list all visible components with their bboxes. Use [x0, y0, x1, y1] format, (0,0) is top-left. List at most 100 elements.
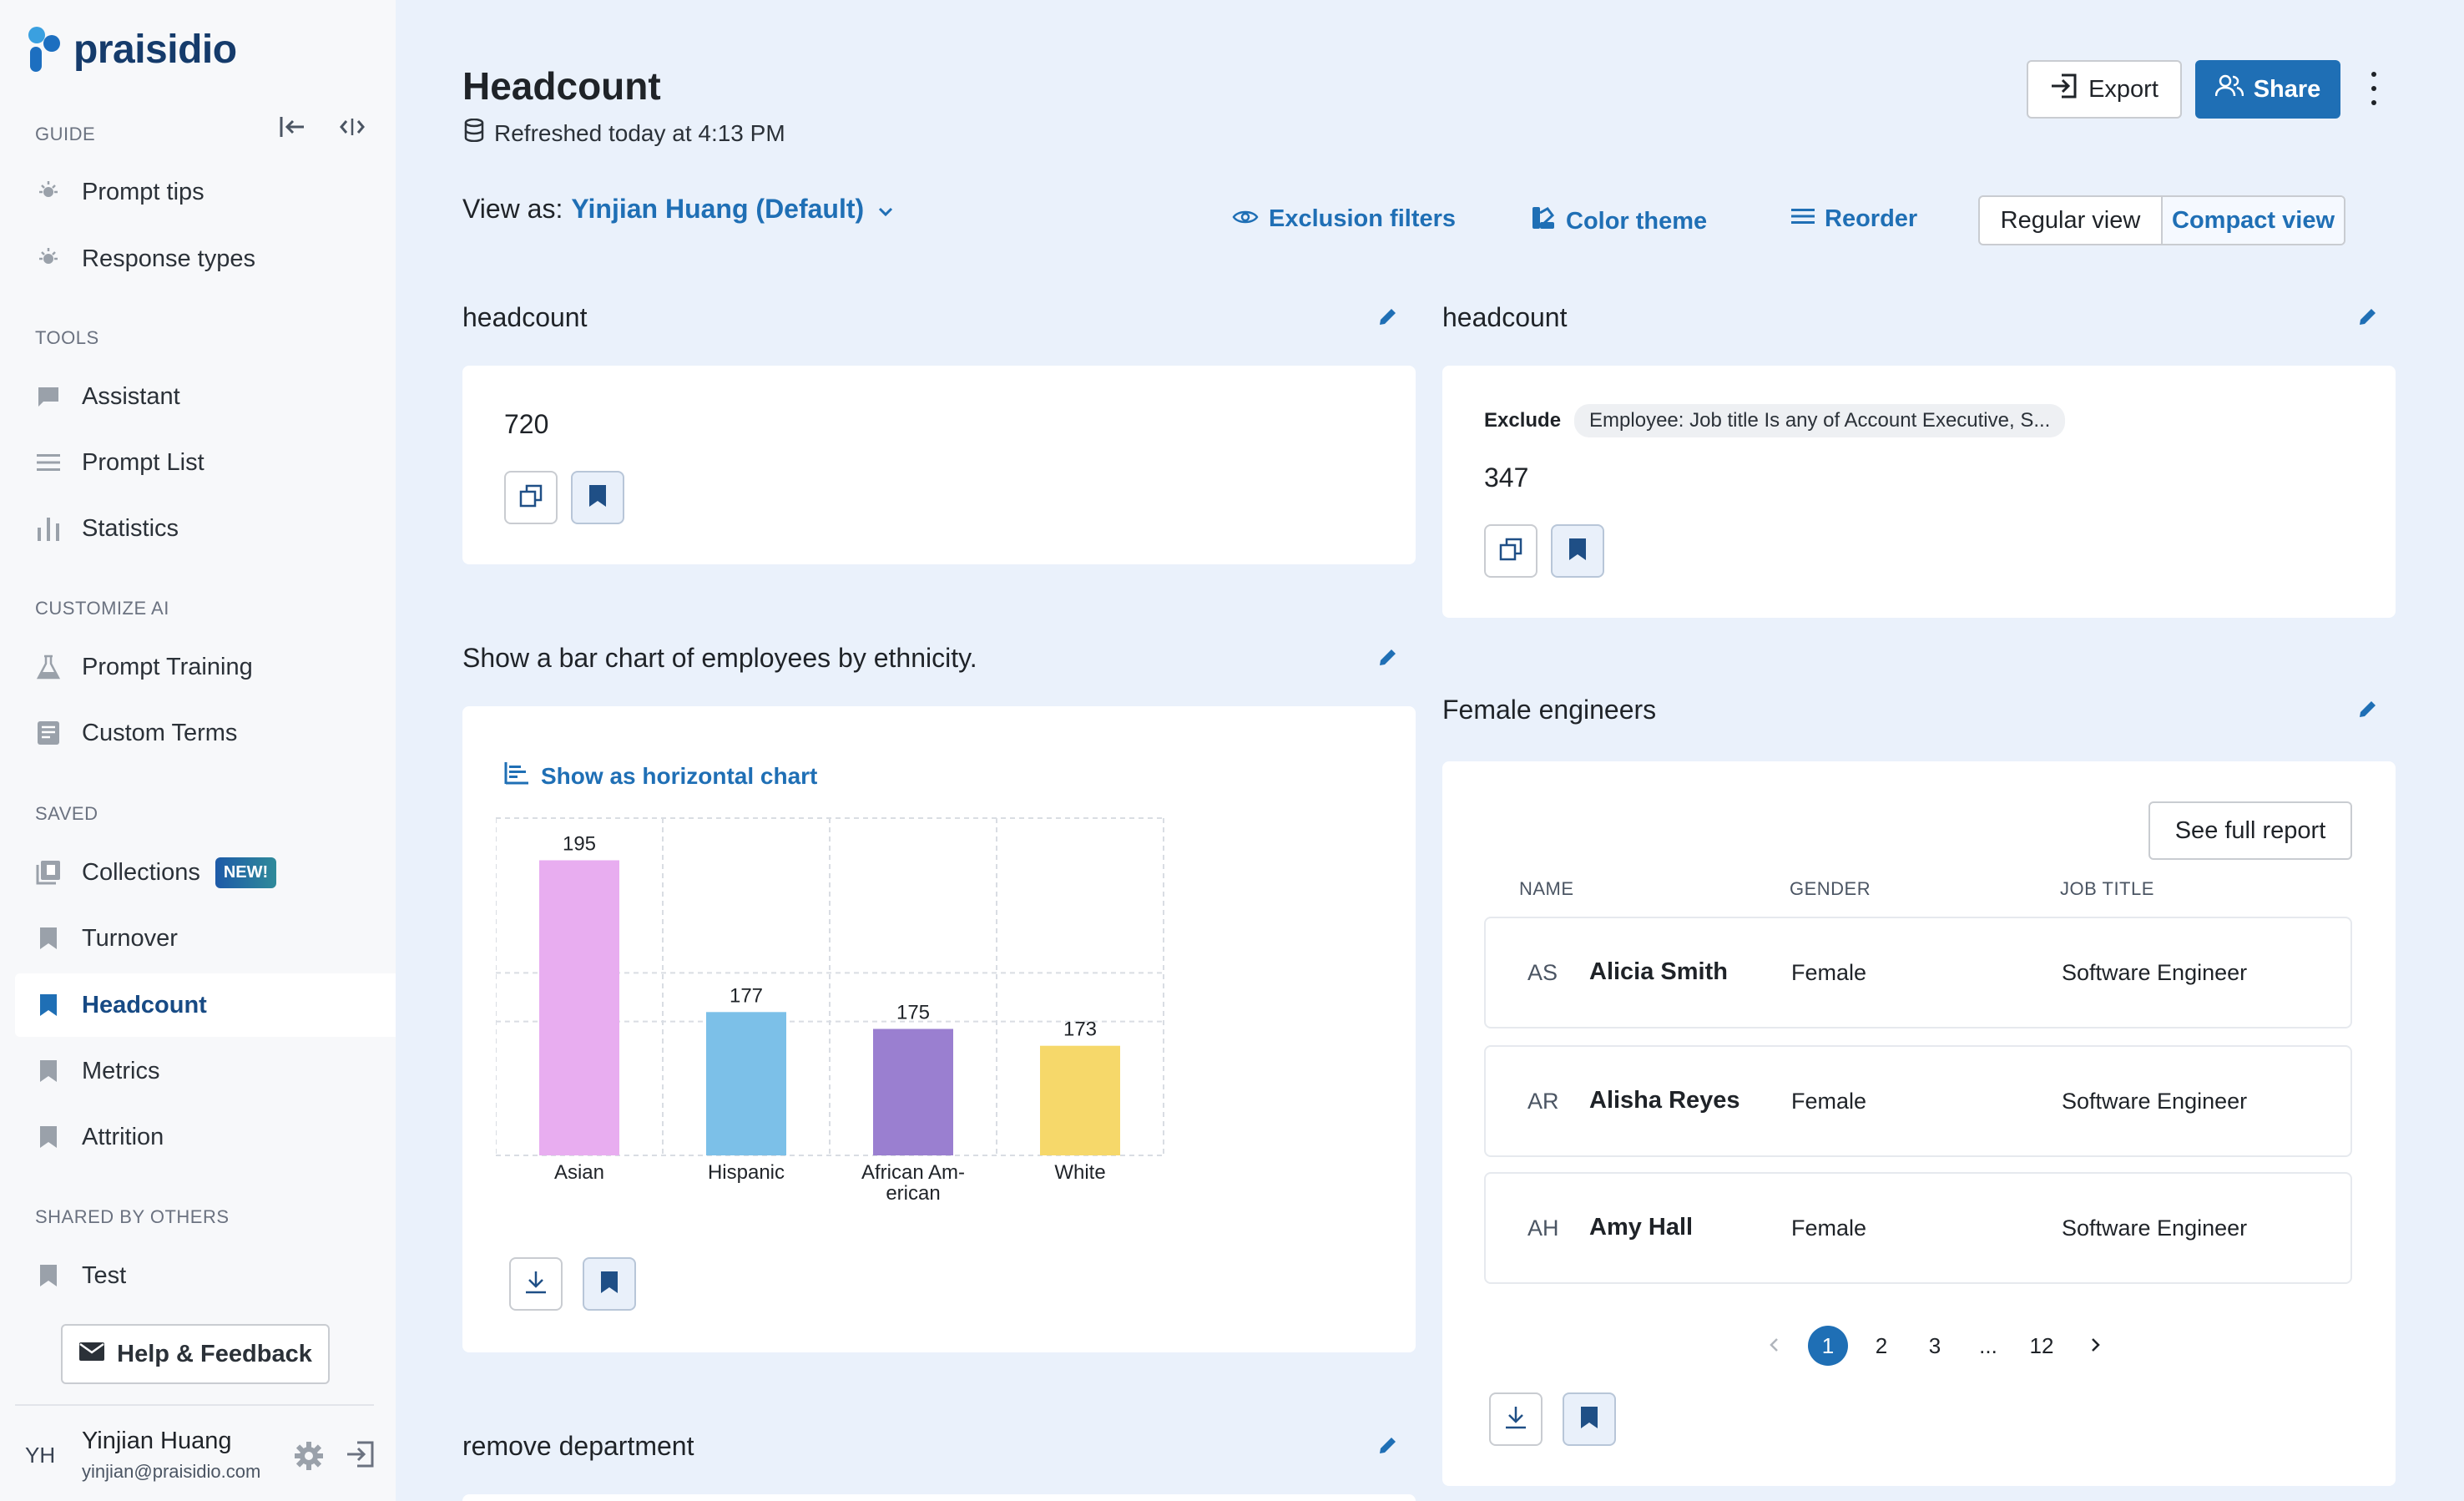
users-icon	[2214, 74, 2244, 104]
table-row[interactable]: AS Alicia Smith Female Software Engineer	[1484, 917, 2352, 1028]
reorder-button[interactable]: Reorder	[1791, 205, 1917, 233]
sidebar-item-assistant[interactable]: Assistant	[15, 365, 396, 428]
user-name: Yinjian Huang	[82, 1428, 232, 1454]
sidebar-item-metrics[interactable]: Metrics	[15, 1039, 396, 1103]
export-button[interactable]: Export	[2027, 60, 2182, 119]
section-label-customize-ai: CUSTOMIZE AI	[35, 598, 169, 619]
chat-icon	[35, 383, 62, 410]
sidebar-item-label: Collections	[82, 858, 200, 886]
employee-job-title: Software Engineer	[2062, 1215, 2248, 1241]
page-button-12[interactable]: 12	[2029, 1332, 2054, 1358]
refreshed-status: Refreshed today at 4:13 PM	[464, 118, 785, 148]
sidebar-item-prompt-tips[interactable]: Prompt tips	[15, 160, 396, 224]
card-title-remove-department: remove department	[462, 1431, 694, 1461]
sidebar-item-turnover[interactable]: Turnover	[15, 907, 396, 970]
copy-button[interactable]	[504, 471, 558, 524]
table-row[interactable]: AR Alisha Reyes Female Software Engineer	[1484, 1045, 2352, 1157]
compact-view-button[interactable]: Compact view	[2163, 197, 2344, 244]
sidebar-item-collections[interactable]: Collections NEW!	[15, 841, 396, 904]
brand-logo[interactable]: praisidio	[27, 25, 237, 73]
employee-gender: Female	[1791, 960, 1867, 985]
next-page-button[interactable]	[2068, 1326, 2122, 1366]
card-title-ethnicity: Show a bar chart of employees by ethnici…	[462, 643, 977, 673]
see-full-report-button[interactable]: See full report	[2148, 801, 2352, 860]
page-button-3[interactable]: 3	[1928, 1332, 1941, 1358]
section-label-shared: SHARED BY OTHERS	[35, 1206, 230, 1227]
headcount-card: 720	[462, 366, 1416, 564]
pencil-icon[interactable]	[1377, 306, 1399, 331]
pencil-icon[interactable]	[2357, 698, 2379, 724]
pencil-icon[interactable]	[2357, 306, 2379, 331]
sidebar-item-test[interactable]: Test	[15, 1244, 396, 1307]
regular-view-button[interactable]: Regular view	[1980, 197, 2163, 244]
bookmark-button[interactable]	[583, 1257, 636, 1311]
bar-value-label: 195	[563, 833, 596, 856]
x-tick-label: Hispanic	[708, 1161, 785, 1184]
sidebar-item-attrition[interactable]: Attrition	[15, 1105, 396, 1169]
page-button-2[interactable]: 2	[1875, 1332, 1888, 1358]
pencil-icon[interactable]	[1377, 1434, 1399, 1460]
view-as-selector[interactable]: View as: Yinjian Huang (Default)	[462, 194, 894, 225]
color-theme-button[interactable]: Color theme	[1531, 205, 1707, 237]
bar-value-label: 177	[730, 984, 763, 1007]
code-toggle-icon[interactable]	[339, 115, 366, 143]
employee-name: Alisha Reyes	[1589, 1087, 1740, 1114]
table-row[interactable]: AH Amy Hall Female Software Engineer	[1484, 1172, 2352, 1284]
column-header-gender[interactable]: GENDER	[1790, 878, 1871, 899]
employee-name: Alicia Smith	[1589, 958, 1728, 985]
avatar: AH	[1527, 1215, 1559, 1241]
copy-button[interactable]	[1484, 524, 1537, 578]
employee-job-title: Software Engineer	[2062, 960, 2248, 985]
sidebar-item-prompt-training[interactable]: Prompt Training	[15, 635, 396, 699]
column-header-name[interactable]: NAME	[1519, 878, 1574, 899]
bar-value-label: 173	[1063, 1018, 1097, 1041]
gear-icon[interactable]	[294, 1441, 324, 1475]
database-icon	[464, 118, 484, 148]
share-label: Share	[2253, 75, 2321, 103]
exclude-filter-row: Exclude Employee: Job title Is any of Ac…	[1484, 404, 2066, 437]
share-button[interactable]: Share	[2195, 60, 2340, 119]
show-horizontal-chart-button[interactable]: Show as horizontal chart	[504, 761, 817, 791]
logout-icon[interactable]	[346, 1439, 376, 1473]
more-options-icon[interactable]	[2367, 72, 2381, 105]
collapse-sidebar-icon[interactable]	[279, 115, 305, 143]
pagination: 1 2 3 ... 12	[1748, 1326, 2122, 1366]
bar-1	[706, 1012, 786, 1155]
chevron-right-icon	[2089, 1333, 2101, 1359]
prev-page-button[interactable]	[1748, 1326, 1801, 1366]
x-tick-label: Asian	[554, 1161, 604, 1184]
bar-value-label: 175	[896, 1002, 930, 1024]
chevron-left-icon	[1769, 1333, 1780, 1359]
view-as-prefix: View as:	[462, 194, 563, 224]
download-button[interactable]	[509, 1257, 563, 1311]
bookmark-button[interactable]	[1551, 524, 1604, 578]
avatar: AR	[1527, 1089, 1559, 1114]
exclude-filter-chip[interactable]: Employee: Job title Is any of Account Ex…	[1574, 404, 2066, 437]
employee-job-title: Software Engineer	[2062, 1089, 2248, 1114]
view-as-user[interactable]: Yinjian Huang (Default)	[571, 194, 865, 224]
export-label: Export	[2088, 75, 2159, 103]
sidebar-item-headcount[interactable]: Headcount	[15, 973, 396, 1037]
sidebar-item-prompt-list[interactable]: Prompt List	[15, 431, 396, 494]
bar-2	[873, 1028, 953, 1155]
page-title: Headcount	[462, 64, 661, 108]
headcount-filtered-value: 347	[1484, 462, 1529, 493]
chevron-down-icon[interactable]	[877, 194, 894, 225]
sidebar-item-response-types[interactable]: Response types	[15, 227, 396, 291]
bookmark-icon	[1568, 538, 1587, 565]
sidebar-item-custom-terms[interactable]: Custom Terms	[15, 701, 396, 765]
sidebar: praisidio GUIDE Prompt tips Response typ…	[0, 0, 396, 1501]
help-feedback-button[interactable]: Help & Feedback	[61, 1324, 330, 1384]
bookmark-button[interactable]	[571, 471, 624, 524]
pencil-icon[interactable]	[1377, 646, 1399, 672]
column-header-job-title[interactable]: JOB TITLE	[2060, 878, 2154, 899]
section-label-guide: GUIDE	[35, 124, 96, 144]
bookmark-button[interactable]	[1563, 1392, 1616, 1446]
ethnicity-bar-chart: 195 Asian 177 Hispanic 175 African Am-erican 1…	[496, 817, 1164, 1205]
avatar[interactable]: YH	[25, 1443, 56, 1468]
sidebar-item-statistics[interactable]: Statistics	[15, 497, 396, 560]
exclusion-filters-button[interactable]: Exclusion filters	[1232, 205, 1456, 233]
reorder-label: Reorder	[1825, 205, 1918, 232]
download-button[interactable]	[1489, 1392, 1543, 1446]
page-button-1[interactable]: 1	[1801, 1326, 1855, 1366]
